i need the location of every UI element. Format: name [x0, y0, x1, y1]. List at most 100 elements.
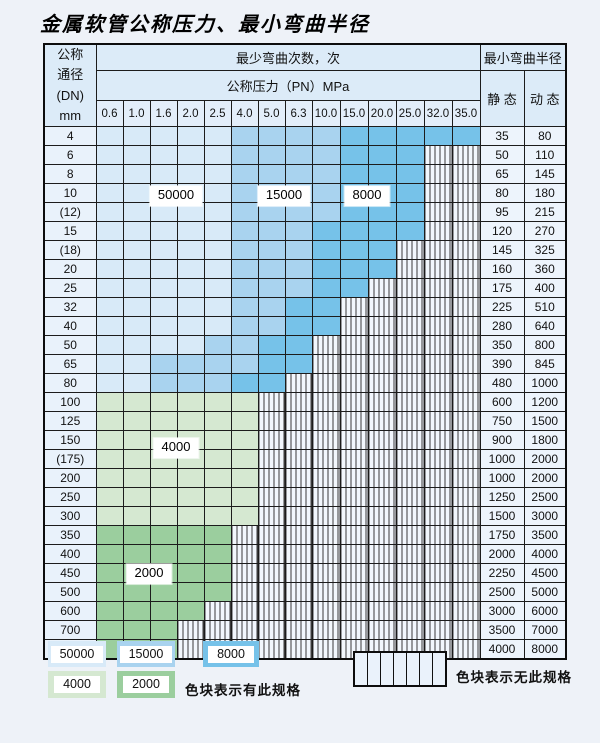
cell-50000	[149, 145, 178, 165]
cell-4000	[203, 468, 232, 488]
cell-no-spec	[339, 430, 369, 450]
table-row: 8 65 145	[43, 164, 567, 184]
static-radius-cell: 65	[479, 164, 525, 184]
cell-no-spec	[395, 240, 425, 260]
table-row: 450 2250 4500	[43, 563, 567, 583]
cell-8000	[423, 126, 453, 146]
cell-4000	[203, 506, 232, 526]
cell-no-spec	[367, 544, 397, 564]
dn-cell: 50	[43, 335, 97, 355]
cell-no-spec	[257, 392, 286, 412]
cell-15000	[230, 240, 259, 260]
cell-4000	[95, 392, 124, 412]
cell-no-spec	[311, 582, 341, 602]
cell-no-spec	[257, 430, 286, 450]
cell-50000	[149, 316, 178, 336]
dn-cell: 15	[43, 221, 97, 241]
cell-4000	[230, 506, 259, 526]
cell-4000	[203, 411, 232, 431]
cell-no-spec	[451, 221, 481, 241]
dn-cell: 350	[43, 525, 97, 545]
min-bend-radius-header: 最小弯曲半径	[479, 43, 567, 71]
cell-no-spec	[423, 335, 453, 355]
cell-2000	[95, 620, 124, 640]
cell-no-spec	[311, 639, 341, 660]
cell-8000	[311, 240, 341, 260]
cell-no-spec	[284, 639, 313, 660]
cell-no-spec	[395, 506, 425, 526]
cell-no-spec	[230, 544, 259, 564]
cell-no-spec	[451, 354, 481, 374]
pressure-col-header: 20.0	[367, 100, 397, 127]
cell-no-spec	[423, 297, 453, 317]
cell-no-spec	[423, 544, 453, 564]
cell-50000	[176, 164, 205, 184]
cell-2000	[149, 601, 178, 621]
cell-50000	[122, 183, 151, 203]
cell-no-spec	[451, 259, 481, 279]
table-row: 300 1500 3000	[43, 506, 567, 526]
cell-4000	[176, 411, 205, 431]
cell-15000	[311, 202, 341, 222]
table-row: 125 750 1500	[43, 411, 567, 431]
zone-label-4000: 4000	[153, 438, 199, 458]
cell-15000	[257, 126, 286, 146]
cell-no-spec	[451, 449, 481, 469]
cell-no-spec	[395, 544, 425, 564]
cell-no-spec	[284, 525, 313, 545]
cell-50000	[95, 259, 124, 279]
dynamic-column-header: 动 态	[523, 70, 567, 127]
dn-cell: (12)	[43, 202, 97, 222]
static-radius-cell: 900	[479, 430, 525, 450]
static-radius-cell: 1750	[479, 525, 525, 545]
cell-2000	[203, 525, 232, 545]
cell-50000	[122, 221, 151, 241]
cell-2000	[95, 544, 124, 564]
cell-no-spec	[367, 316, 397, 336]
cell-50000	[149, 259, 178, 279]
cell-no-spec	[311, 620, 341, 640]
pressure-col-header: 25.0	[395, 100, 425, 127]
pressure-col-header: 5.0	[257, 100, 286, 127]
cell-8000	[284, 354, 313, 374]
dn-cell: 100	[43, 392, 97, 412]
dn-column-header: 公称 通径 (DN) mm	[43, 43, 97, 127]
static-radius-cell: 2250	[479, 563, 525, 583]
cell-no-spec	[451, 335, 481, 355]
dn-cell: 40	[43, 316, 97, 336]
cell-no-spec	[311, 392, 341, 412]
legend-swatch-8000: 8000	[203, 641, 259, 667]
cell-no-spec	[451, 183, 481, 203]
cell-2000	[122, 582, 151, 602]
cell-no-spec	[451, 240, 481, 260]
cell-4000	[122, 411, 151, 431]
cell-4000	[176, 506, 205, 526]
table-row: 20 160 360	[43, 259, 567, 279]
cell-no-spec	[230, 620, 259, 640]
cell-no-spec	[395, 316, 425, 336]
cell-8000	[339, 126, 369, 146]
cell-no-spec	[395, 411, 425, 431]
table-row: 80 480 1000	[43, 373, 567, 393]
cell-no-spec	[284, 430, 313, 450]
cell-15000	[176, 373, 205, 393]
cell-15000	[176, 354, 205, 374]
table-row: 150 900 1800	[43, 430, 567, 450]
cell-50000	[122, 240, 151, 260]
dn-cell: 4	[43, 126, 97, 146]
dynamic-radius-cell: 800	[523, 335, 567, 355]
cell-no-spec	[395, 430, 425, 450]
cell-50000	[203, 164, 232, 184]
table-row: 15 120 270	[43, 221, 567, 241]
cell-4000	[149, 487, 178, 507]
dn-cell: 150	[43, 430, 97, 450]
cell-15000	[230, 316, 259, 336]
cell-8000	[284, 316, 313, 336]
cell-no-spec	[395, 563, 425, 583]
static-radius-cell: 3000	[479, 601, 525, 621]
cell-no-spec	[367, 582, 397, 602]
cell-8000	[339, 164, 369, 184]
cell-15000	[230, 164, 259, 184]
cell-no-spec	[311, 525, 341, 545]
dynamic-radius-cell: 180	[523, 183, 567, 203]
